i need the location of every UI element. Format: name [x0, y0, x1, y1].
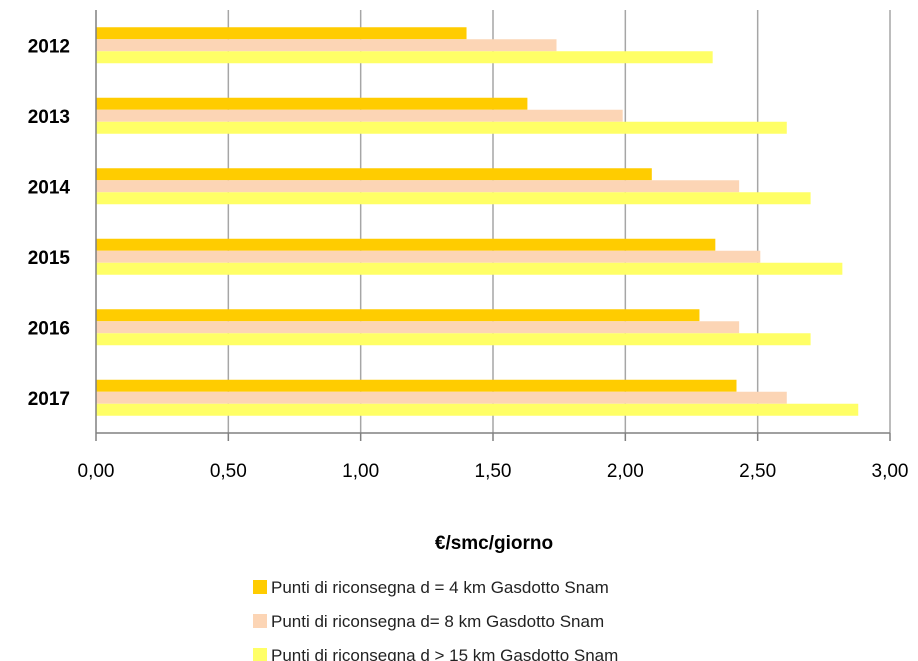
category-label: 2013	[28, 107, 70, 128]
bar	[96, 192, 811, 205]
gridlines	[227, 10, 891, 433]
category-labels: 2012 2013 2014 2015 2016 2017	[28, 36, 71, 410]
x-tick-label: 3,00	[872, 461, 909, 482]
bar	[96, 51, 713, 64]
x-tick-label: 1,00	[342, 461, 379, 482]
bars	[96, 27, 859, 416]
bar	[96, 39, 557, 52]
bar	[96, 403, 859, 416]
bar	[96, 333, 811, 346]
x-tick-label: 1,50	[475, 461, 512, 482]
bar	[96, 97, 528, 110]
bar	[96, 168, 652, 181]
bar	[96, 321, 740, 334]
axes	[95, 10, 891, 441]
legend-entry: Punti di riconsegna d = 4 km Gasdotto Sn…	[271, 578, 609, 597]
x-tick-label: 2,00	[607, 461, 644, 482]
category-label: 2017	[28, 389, 70, 410]
bar	[96, 309, 700, 322]
category-label: 2014	[28, 177, 71, 198]
bar	[96, 121, 787, 134]
legend-swatch	[253, 580, 267, 594]
bar	[96, 180, 740, 193]
legend: Punti di riconsegna d = 4 km Gasdotto Sn…	[253, 578, 618, 661]
x-tick-label: 0,50	[210, 461, 247, 482]
bar	[96, 238, 716, 251]
category-label: 2012	[28, 36, 70, 57]
bar	[96, 262, 843, 275]
bar	[96, 27, 467, 40]
legend-swatch	[253, 614, 267, 628]
x-tick-label: 2,50	[739, 461, 776, 482]
legend-swatch	[253, 648, 267, 661]
bar	[96, 109, 623, 122]
category-label: 2015	[28, 248, 71, 269]
legend-entry: Punti di riconsegna d > 15 km Gasdotto S…	[271, 646, 618, 661]
bar	[96, 250, 761, 263]
x-tick-labels: 0,00 0,50 1,00 1,50 2,00 2,50 3,00	[78, 461, 909, 482]
bar	[96, 391, 787, 404]
bar	[96, 379, 737, 392]
legend-entry: Punti di riconsegna d= 8 km Gasdotto Sna…	[271, 612, 604, 631]
x-tick-label: 0,00	[78, 461, 115, 482]
category-label: 2016	[28, 318, 70, 339]
x-axis-title: €/smc/giorno	[435, 533, 553, 554]
